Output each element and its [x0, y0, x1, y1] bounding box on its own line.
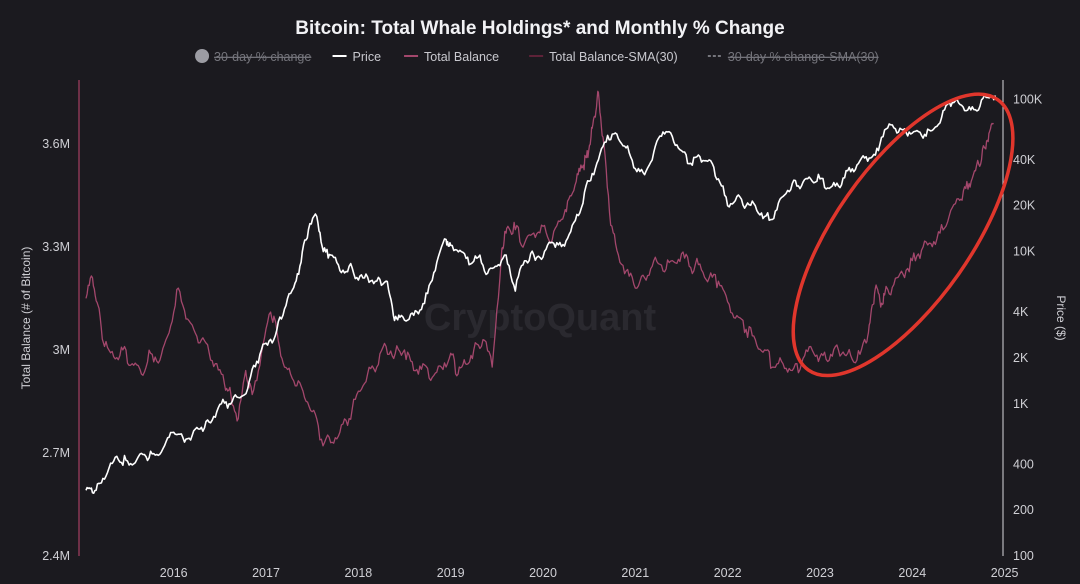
- x-tick-label: 2018: [344, 566, 372, 580]
- x-tick-label: 2025: [991, 566, 1019, 580]
- plot-area: [85, 90, 1015, 494]
- y-left-tick-label: 2.7M: [42, 446, 70, 460]
- legend-label: Total Balance: [424, 50, 499, 64]
- x-tick-label: 2017: [252, 566, 280, 580]
- y-left-tick-label: 3.6M: [42, 137, 70, 151]
- y-right-tick-label: 10K: [1013, 245, 1036, 259]
- x-tick-label: 2021: [621, 566, 649, 580]
- legend-label: 30-day % change: [214, 50, 311, 64]
- legend-marker: [195, 49, 210, 63]
- chart-title: Bitcoin: Total Whale Holdings* and Month…: [295, 18, 784, 39]
- y-right-axis-ticks: 100 200 400 1K 2K 4K 10K 20K 40K 100K: [1013, 92, 1043, 563]
- legend-item[interactable]: Total Balance-SMA(30): [529, 50, 678, 64]
- series-line-total-balance: [85, 90, 994, 447]
- y-left-tick-label: 3M: [53, 343, 70, 357]
- x-tick-label: 2019: [437, 566, 465, 580]
- annotation-ellipse: [791, 92, 1015, 378]
- y-right-tick-label: 100K: [1013, 92, 1043, 106]
- x-tick-label: 2020: [529, 566, 557, 580]
- y-right-tick-label: 200: [1013, 503, 1034, 517]
- y-left-axis-ticks: 2.4M 2.7M 3M 3.3M 3.6M: [42, 137, 70, 563]
- series-line-price: [85, 94, 997, 494]
- y-right-axis-title: Price ($): [1054, 295, 1068, 340]
- y-right-tick-label: 4K: [1013, 305, 1029, 319]
- x-tick-label: 2023: [806, 566, 834, 580]
- y-right-tick-label: 400: [1013, 457, 1034, 471]
- legend-item[interactable]: Price: [332, 50, 382, 64]
- y-left-tick-label: 3.3M: [42, 240, 70, 254]
- legend-label: Price: [353, 50, 382, 64]
- legend-label: Total Balance-SMA(30): [549, 50, 678, 64]
- y-right-tick-label: 2K: [1013, 351, 1029, 365]
- legend-item[interactable]: 30-day % change-SMA(30): [707, 50, 879, 64]
- x-tick-label: 2016: [160, 566, 188, 580]
- legend[interactable]: 30-day % change Price Total Balance Total B…: [195, 49, 879, 64]
- x-tick-label: 2024: [898, 566, 926, 580]
- watermark: CryptoQuant: [424, 297, 657, 339]
- x-tick-label: 2022: [714, 566, 742, 580]
- legend-item[interactable]: Total Balance: [404, 50, 499, 64]
- y-right-tick-label: 100: [1013, 549, 1034, 563]
- x-axis-ticks: 2016 2017 2018 2019 2020 2021 2022 2023 2024 2025: [160, 566, 1019, 580]
- legend-label: 30-day % change-SMA(30): [728, 50, 879, 64]
- y-right-tick-label: 20K: [1013, 199, 1036, 213]
- y-left-axis-title: Total Balance (# of Bitcoin): [19, 247, 33, 390]
- y-right-tick-label: 40K: [1013, 153, 1036, 167]
- y-left-tick-label: 2.4M: [42, 549, 70, 563]
- legend-item[interactable]: 30-day % change: [195, 49, 311, 64]
- y-right-tick-label: 1K: [1013, 397, 1029, 411]
